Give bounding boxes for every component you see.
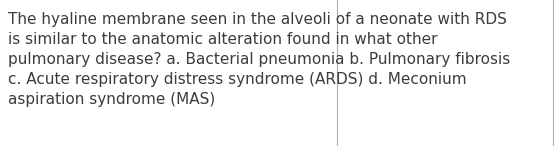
Text: The hyaline membrane seen in the alveoli of a neonate with RDS
is similar to the: The hyaline membrane seen in the alveoli… (8, 12, 510, 107)
